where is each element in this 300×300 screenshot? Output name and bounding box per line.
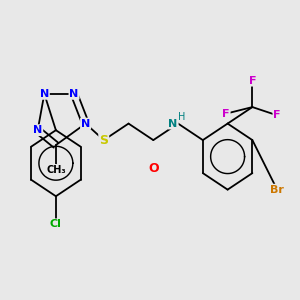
Text: N: N [81,118,90,129]
Text: F: F [273,110,281,120]
Text: O: O [148,162,159,175]
Text: N: N [40,89,49,99]
Text: Br: Br [270,184,284,195]
Text: F: F [222,109,230,119]
Text: N: N [33,125,42,135]
Text: S: S [99,134,108,147]
Text: Cl: Cl [50,219,62,229]
Text: F: F [249,76,256,85]
Text: H: H [178,112,185,122]
Text: CH₃: CH₃ [46,165,66,175]
Text: N: N [69,89,79,99]
Text: N: N [169,118,178,129]
